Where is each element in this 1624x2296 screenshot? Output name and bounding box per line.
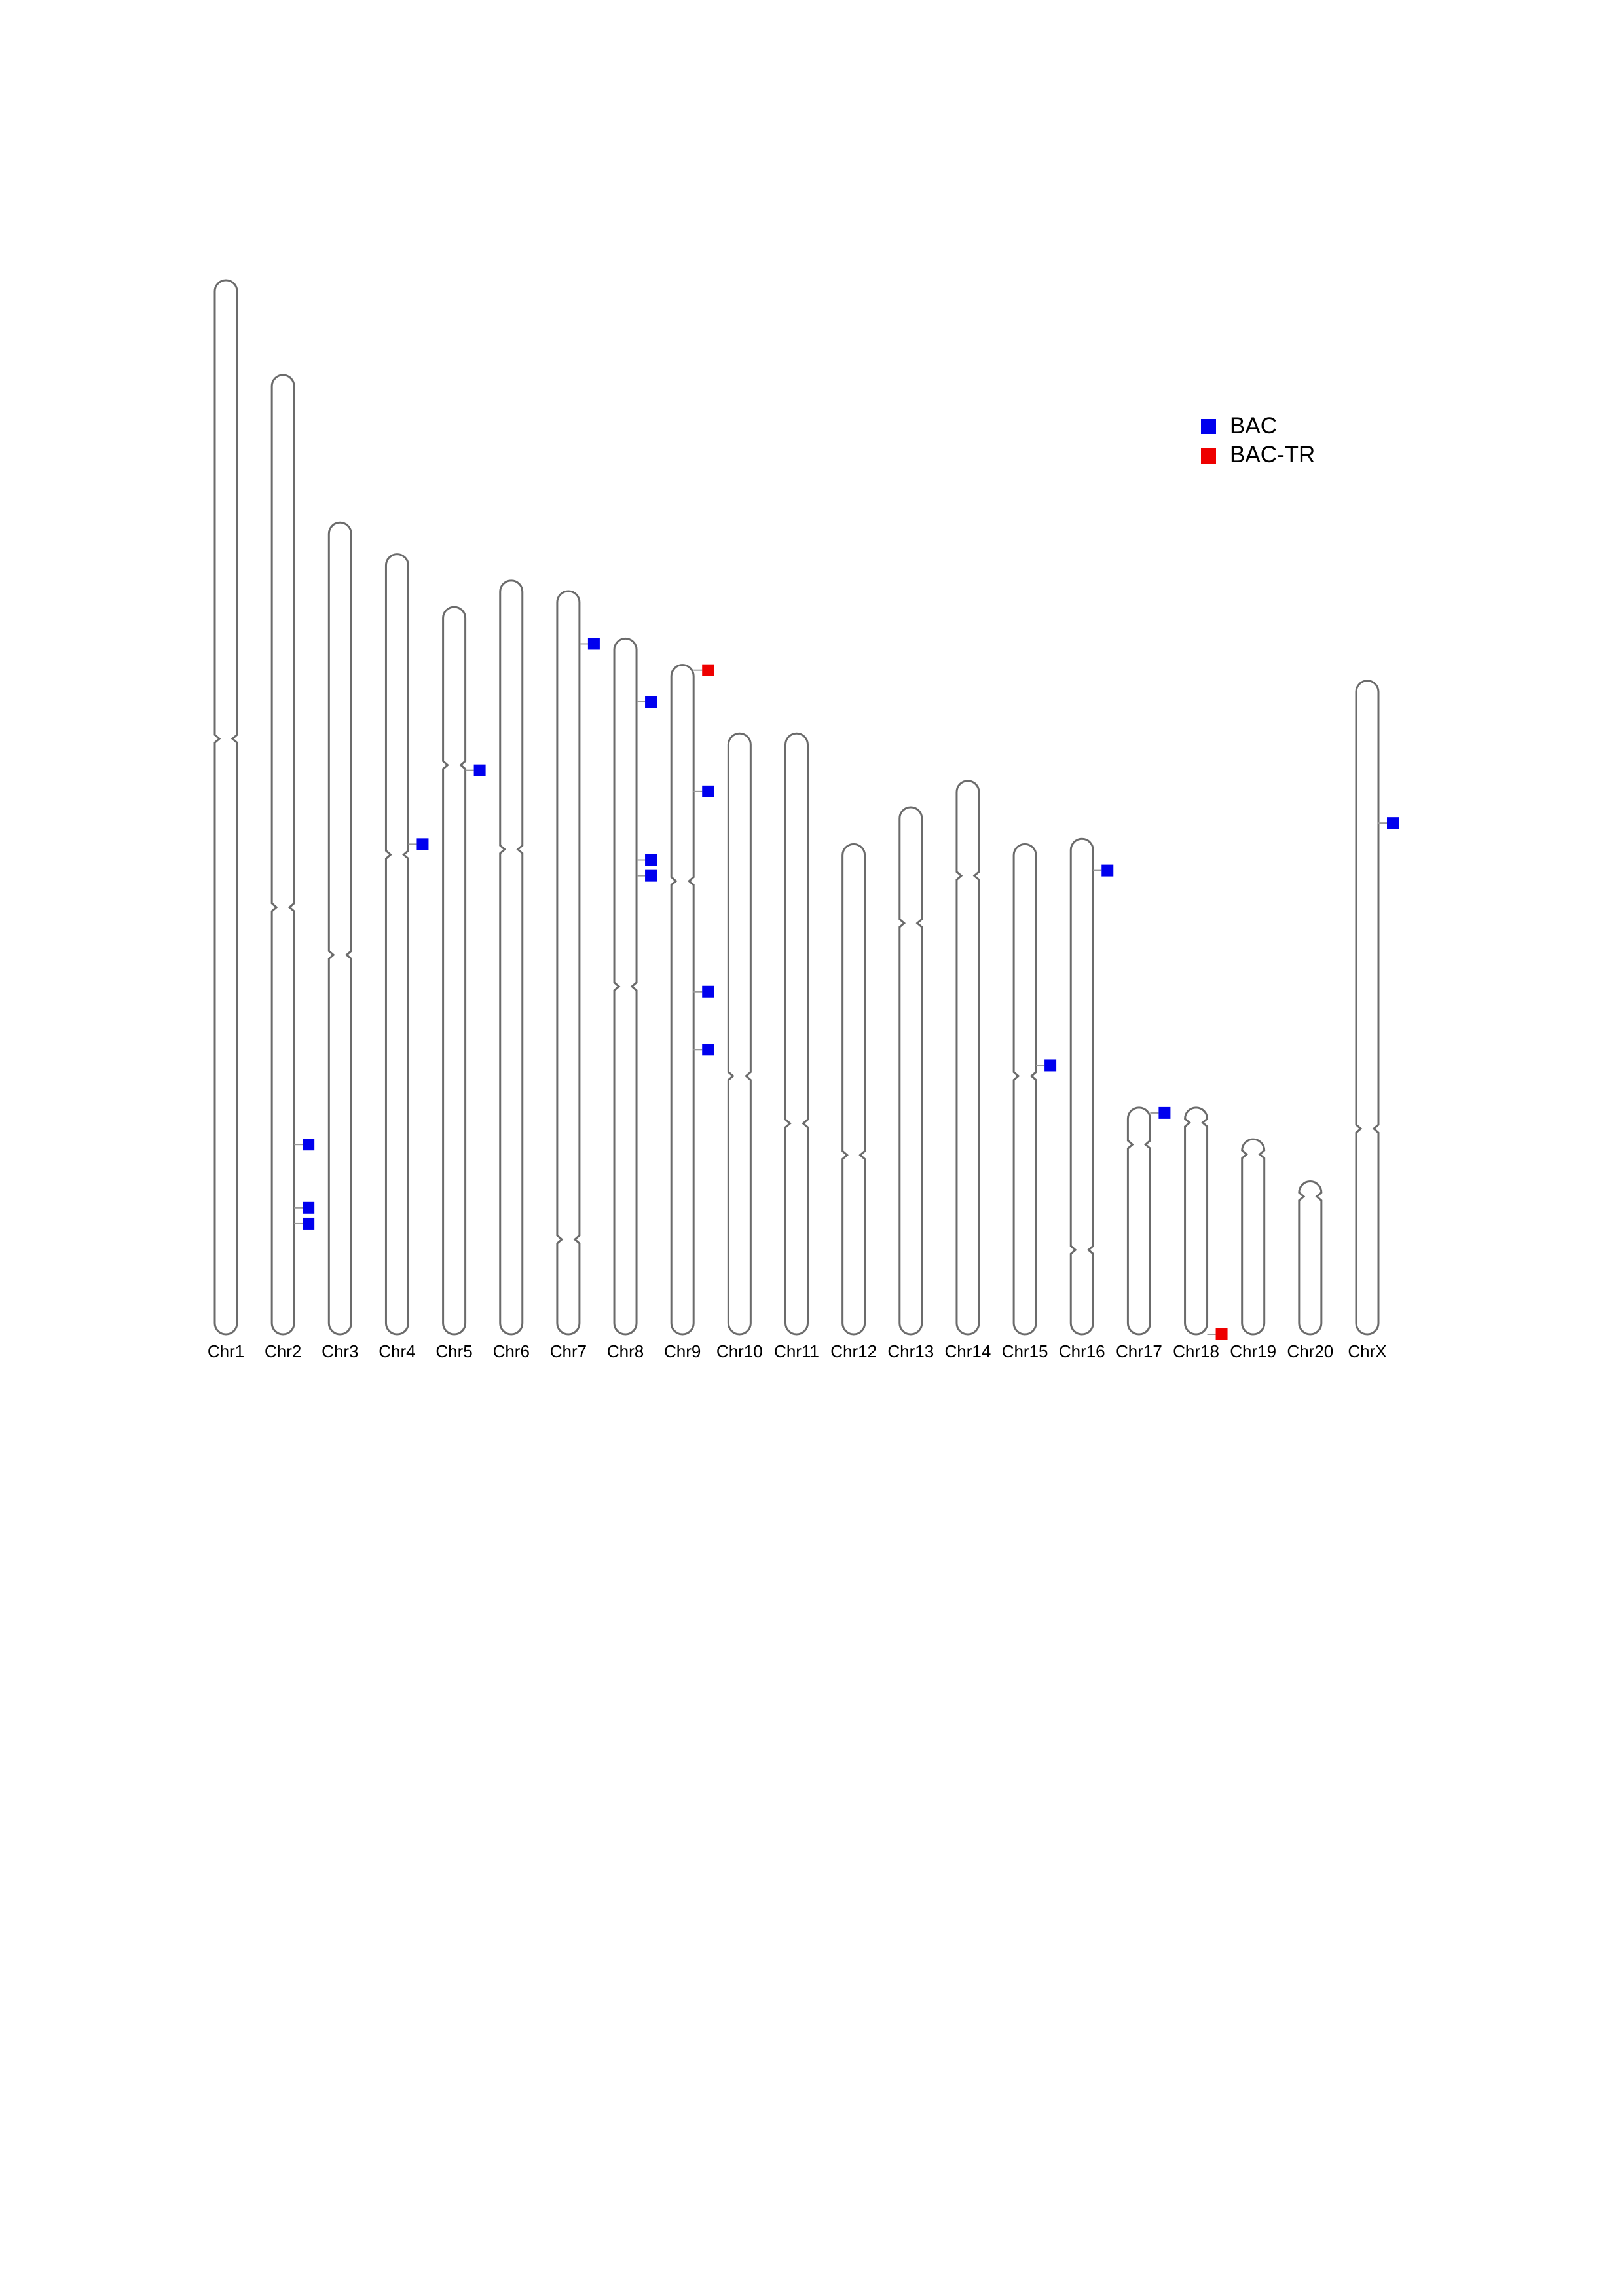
chromosome-chr15 xyxy=(1012,843,1037,1336)
chromosome-label-chr5: Chr5 xyxy=(435,1341,472,1361)
labels-layer: Chr1 Chr2 Chr3 Chr4 Chr5 Chr6 Chr7 Chr8 Chr9 Chr1… xyxy=(208,1341,1387,1361)
marker-bac-chr2-1 xyxy=(303,1201,315,1214)
marker-bac-chr5-4 xyxy=(473,764,486,776)
marker-bac-chr16-13 xyxy=(1101,864,1114,877)
chromosome-chr5 xyxy=(442,606,467,1336)
chromosome-label-chr15: Chr15 xyxy=(1002,1341,1048,1361)
marker-bac-chr17-14 xyxy=(1158,1106,1171,1119)
marker-bac-chr8-6 xyxy=(645,696,657,708)
chromosome-chrx xyxy=(1355,680,1380,1336)
marker-bac-chrx-15 xyxy=(1387,817,1399,829)
chromosome-chr7 xyxy=(556,590,581,1336)
chromosome-chr12 xyxy=(841,843,866,1336)
chromosome-chr18 xyxy=(1184,1106,1209,1336)
marker-bac-chr8-7 xyxy=(645,854,657,866)
markers-layer xyxy=(294,638,1399,1340)
marker-bac-chr9-10 xyxy=(702,985,714,998)
marker-bac-chr2-2 xyxy=(303,1217,315,1230)
marker-bac-chr7-5 xyxy=(587,638,600,650)
chromosome-chr19 xyxy=(1241,1138,1266,1336)
marker-bac-tr-chr18-1 xyxy=(1215,1328,1228,1340)
chromosome-label-chr19: Chr19 xyxy=(1230,1341,1276,1361)
marker-bac-chr9-9 xyxy=(702,785,714,797)
chromosome-chr13 xyxy=(898,806,923,1336)
chromosome-chr1 xyxy=(213,279,238,1336)
chromosome-label-chr8: Chr8 xyxy=(607,1341,644,1361)
chromosome-label-chr18: Chr18 xyxy=(1173,1341,1219,1361)
legend-swatch-bac xyxy=(1201,419,1216,434)
chromosome-chr16 xyxy=(1069,837,1094,1336)
chromosome-chr14 xyxy=(955,780,980,1336)
chromosome-label-chr11: Chr11 xyxy=(774,1341,819,1361)
chromosome-label-chr4: Chr4 xyxy=(378,1341,415,1361)
chromosome-label-chr2: Chr2 xyxy=(265,1341,301,1361)
chromosome-label-chr10: Chr10 xyxy=(716,1341,763,1361)
chromosome-label-chrx: ChrX xyxy=(1348,1341,1386,1361)
chromosome-chr20 xyxy=(1298,1180,1323,1336)
chromosome-label-chr16: Chr16 xyxy=(1059,1341,1105,1361)
legend-label-bac-tr: BAC-TR xyxy=(1230,442,1315,467)
chromosome-chr2 xyxy=(270,374,295,1336)
chromosome-chr11 xyxy=(784,732,809,1336)
chromosome-chr17 xyxy=(1126,1106,1151,1336)
chromosome-label-chr7: Chr7 xyxy=(550,1341,587,1361)
legend-label-bac: BAC xyxy=(1230,413,1277,439)
chromosome-label-chr13: Chr13 xyxy=(887,1341,934,1361)
chromosome-label-chr3: Chr3 xyxy=(322,1341,358,1361)
marker-bac-chr2-0 xyxy=(303,1139,315,1151)
marker-bac-chr15-12 xyxy=(1044,1059,1057,1072)
chromosome-label-chr12: Chr12 xyxy=(830,1341,877,1361)
marker-bac-chr8-8 xyxy=(645,869,657,882)
chromosome-label-chr14: Chr14 xyxy=(945,1341,991,1361)
chromosomes-layer xyxy=(213,279,1380,1336)
chromosome-label-chr1: Chr1 xyxy=(208,1341,244,1361)
chromosome-label-chr20: Chr20 xyxy=(1287,1341,1333,1361)
chromosome-label-chr9: Chr9 xyxy=(664,1341,701,1361)
chromosome-chr6 xyxy=(499,579,524,1336)
chromosome-chr3 xyxy=(327,521,352,1336)
legend: BAC BAC-TR xyxy=(1201,413,1315,467)
chromosome-chr10 xyxy=(727,732,752,1336)
marker-bac-chr4-3 xyxy=(416,838,429,850)
chromosome-chr4 xyxy=(384,553,409,1336)
legend-swatch-bac-tr xyxy=(1201,448,1216,464)
marker-bac-tr-chr9-0 xyxy=(702,664,714,676)
marker-bac-chr9-11 xyxy=(702,1044,714,1056)
chromosome-chr9 xyxy=(670,664,695,1336)
chromosome-label-chr6: Chr6 xyxy=(493,1341,530,1361)
chromosome-chr8 xyxy=(613,637,638,1336)
chromosome-label-chr17: Chr17 xyxy=(1116,1341,1162,1361)
